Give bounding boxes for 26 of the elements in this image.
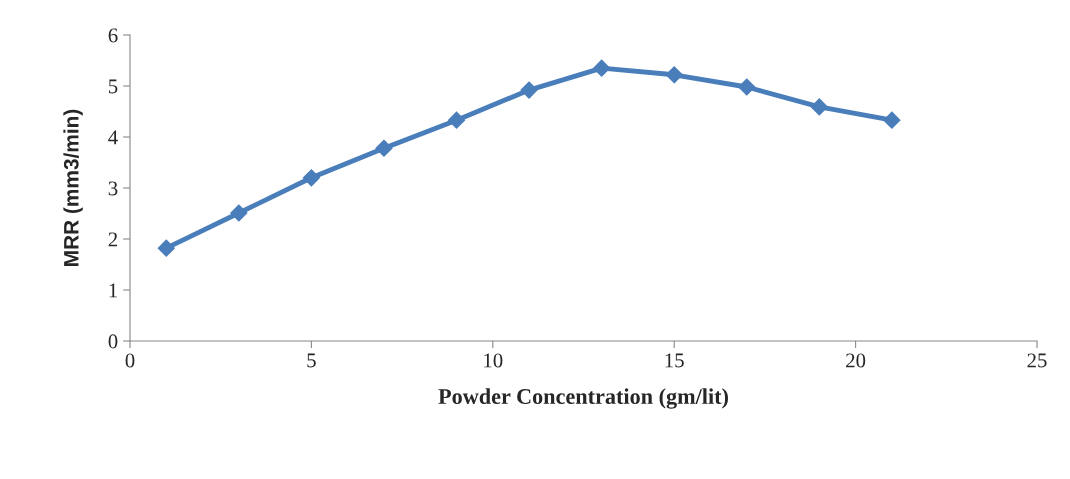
x-tick-label: 10: [484, 353, 503, 368]
point: [157, 239, 175, 257]
y-tick-label: 4: [108, 130, 118, 145]
point: [665, 66, 683, 84]
x-tick-label: 5: [307, 353, 316, 368]
point: [810, 98, 828, 116]
point: [593, 59, 611, 77]
y-tick-label: 0: [108, 334, 118, 349]
point: [738, 78, 756, 96]
y-tick-label: 2: [108, 232, 118, 247]
y-axis-title: MRR (mm3/min): [63, 109, 83, 266]
point: [520, 81, 538, 99]
y-tick-label: 1: [109, 283, 117, 298]
y-tick-label: 6: [108, 28, 118, 43]
point: [302, 169, 320, 187]
point: [447, 111, 466, 129]
x-tick-label: 20: [846, 353, 866, 368]
x-tick-label: 25: [1027, 353, 1047, 368]
point: [375, 139, 393, 157]
x-tick-label: 0: [125, 353, 135, 368]
x-axis-title: Powder Concentration (gm/lit): [438, 388, 728, 409]
point: [230, 204, 248, 222]
y-tick-label: 3: [108, 181, 118, 196]
x-tick-label: 15: [665, 353, 684, 368]
y-tick-label: 5: [108, 79, 118, 94]
point: [883, 111, 901, 129]
